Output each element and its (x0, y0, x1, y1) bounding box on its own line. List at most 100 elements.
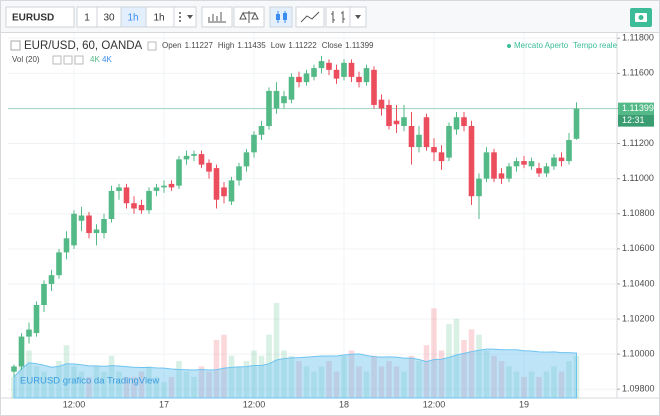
candle-body (78, 215, 85, 221)
candle-body (86, 215, 92, 234)
volume-bar (108, 355, 115, 398)
candle-body (266, 90, 272, 127)
candle-body (273, 90, 280, 109)
candle-body (303, 73, 310, 83)
candle-body (341, 62, 347, 77)
last-price-label: 1.11399 (622, 103, 654, 113)
candle-body (131, 203, 137, 209)
ohlc-name: High (218, 41, 234, 50)
y-tick-label: 1.10000 (622, 349, 655, 359)
volume-bar (243, 361, 250, 398)
symbol-box[interactable] (5, 6, 75, 28)
volume-value: 4K (90, 55, 100, 64)
volume-bar (371, 355, 377, 398)
ohlc-name: Low (271, 41, 286, 50)
volume-bar (123, 376, 130, 398)
more-button[interactable] (173, 6, 197, 28)
candle-body (543, 166, 550, 174)
volume-bar (56, 361, 62, 398)
volume-bar (168, 376, 175, 398)
interval[interactable]: 1h (153, 13, 164, 24)
volume-bar (63, 345, 70, 398)
candle-body (18, 336, 25, 367)
volume-bar (266, 334, 272, 398)
volume-ma-value: 4K (102, 55, 112, 64)
interval[interactable]: 30 (103, 13, 115, 24)
candle-body (393, 120, 400, 125)
y-tick-label: 1.11600 (622, 68, 654, 78)
chart-style-button[interactable] (295, 6, 325, 28)
compare-icon (239, 11, 259, 23)
volume-bar (318, 366, 325, 398)
volume-bar (41, 371, 47, 398)
settings-icon[interactable] (147, 41, 157, 51)
candles-button[interactable] (269, 6, 293, 28)
candle-body (33, 304, 40, 334)
candle-body (281, 96, 287, 104)
candle-body (168, 183, 175, 188)
indicator-icon[interactable] (63, 55, 73, 65)
candle-body (56, 252, 62, 276)
candle-body (363, 68, 370, 83)
candle-body (521, 161, 527, 165)
volume-bar (423, 345, 430, 398)
candle-body (333, 69, 340, 79)
volume-bar (393, 366, 400, 398)
chart-style-icon (300, 11, 320, 23)
candle-body (386, 104, 392, 127)
volume-bar (566, 361, 572, 398)
volume-bar (251, 350, 257, 398)
candle-body (26, 329, 32, 337)
volume-bar (378, 366, 385, 398)
volume-bar (363, 371, 370, 398)
candle-body (551, 157, 557, 167)
candle-body (326, 62, 332, 70)
volume-bar (296, 361, 302, 398)
indicator-icon[interactable] (74, 55, 84, 65)
countdown-badge (618, 114, 654, 127)
bar-style-button[interactable] (325, 6, 351, 28)
volume-bar (161, 382, 167, 398)
x-tick-label: 12:00 (423, 399, 446, 409)
candle-body (183, 155, 190, 160)
interval[interactable]: 1h (127, 13, 138, 24)
y-tick-label: 1.09800 (622, 384, 655, 394)
x-tick-label: 12:00 (63, 399, 86, 409)
candle-body (311, 68, 317, 77)
candle-body (213, 168, 220, 200)
indicator-icon[interactable] (52, 55, 62, 65)
volume-bar (101, 371, 107, 398)
volume-bar (438, 350, 445, 398)
candle-body (123, 187, 130, 204)
candle-body (296, 76, 302, 83)
grid (8, 33, 617, 398)
volume-bar (333, 371, 340, 398)
candle-body (146, 190, 152, 211)
candle-body (401, 117, 407, 127)
ohlc-name: Open (162, 41, 182, 50)
volume-bar (71, 366, 77, 398)
last-price-badge (618, 102, 654, 115)
candle-body (48, 275, 55, 284)
volume-bar (453, 318, 460, 398)
candle-body (378, 99, 385, 109)
candle-body (348, 62, 355, 77)
collapse-icon[interactable] (10, 40, 21, 51)
candle-body (513, 161, 520, 167)
ohlc-value: 1.11435 (237, 41, 266, 50)
volume-bar (26, 350, 32, 398)
dropdown-icon (355, 15, 361, 19)
interval[interactable]: 1 (84, 13, 90, 24)
candle-body (528, 161, 535, 167)
volume-bar (446, 324, 452, 398)
volume-bar (416, 361, 422, 398)
candle-body (318, 61, 325, 69)
volume-bar (281, 350, 287, 398)
volume-bar (431, 308, 437, 398)
axes: 1.118001.116001.114001.112001.110001.108… (63, 33, 655, 410)
candle-body (468, 126, 475, 197)
volume-bar (198, 366, 205, 398)
candle-body (116, 187, 122, 191)
volume-bar (401, 371, 407, 398)
volume-bar (153, 376, 160, 398)
